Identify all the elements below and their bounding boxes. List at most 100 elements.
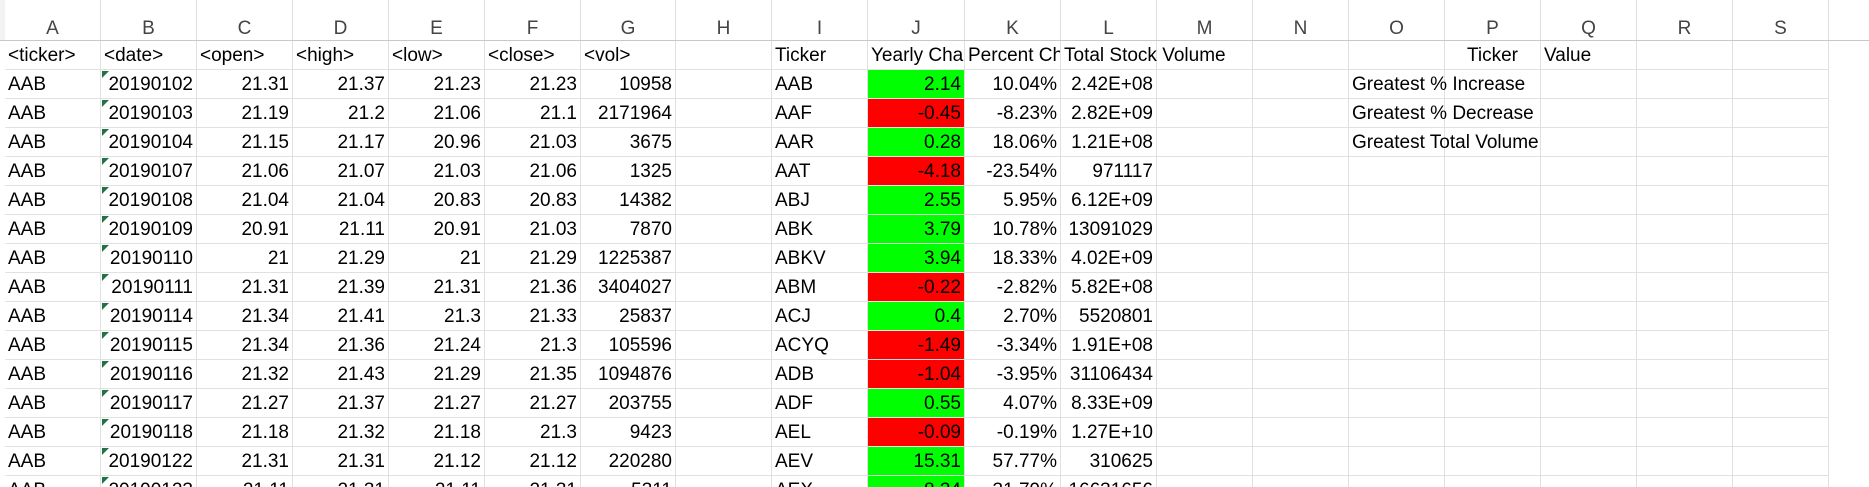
- yearly-change-cell[interactable]: 8.34: [868, 476, 965, 487]
- yearly-change-cell[interactable]: -0.22: [868, 273, 965, 302]
- yearly-change-cell[interactable]: -1.04: [868, 360, 965, 389]
- greatest-header-ticker[interactable]: Ticker: [1445, 41, 1541, 70]
- empty-cell[interactable]: [676, 476, 772, 487]
- date-cell[interactable]: 20190115: [101, 331, 197, 360]
- value-cell[interactable]: 7870: [581, 215, 676, 244]
- empty-cell[interactable]: [1733, 70, 1829, 99]
- greatest-label-cell[interactable]: Greatest % Increase: [1349, 70, 1525, 99]
- empty-cell[interactable]: [1445, 418, 1541, 447]
- empty-cell[interactable]: [1157, 360, 1253, 389]
- value-cell[interactable]: 21.31: [197, 273, 293, 302]
- empty-cell[interactable]: [1445, 244, 1541, 273]
- empty-cell[interactable]: [1445, 331, 1541, 360]
- empty-cell[interactable]: [1253, 215, 1349, 244]
- empty-cell[interactable]: [1637, 331, 1733, 360]
- empty-cell[interactable]: [1157, 128, 1253, 157]
- date-cell[interactable]: 20190107: [101, 157, 197, 186]
- value-cell[interactable]: 21.23: [389, 70, 485, 99]
- empty-cell[interactable]: [676, 99, 772, 128]
- empty-cell[interactable]: [1445, 70, 1541, 99]
- empty-cell[interactable]: [1253, 360, 1349, 389]
- ticker-cell[interactable]: AAB: [5, 128, 101, 157]
- column-header-g[interactable]: G: [581, 0, 676, 40]
- empty-cell[interactable]: [1253, 244, 1349, 273]
- date-cell[interactable]: 20190118: [101, 418, 197, 447]
- empty-cell[interactable]: [1541, 128, 1637, 157]
- value-cell[interactable]: 21.37: [293, 70, 389, 99]
- value-cell[interactable]: 2171964: [581, 99, 676, 128]
- ticker-cell[interactable]: AAB: [5, 418, 101, 447]
- ticker-cell[interactable]: AAB: [5, 302, 101, 331]
- value-cell[interactable]: 21.31: [197, 447, 293, 476]
- empty-cell[interactable]: [1349, 215, 1445, 244]
- yearly-change-cell[interactable]: 0.28: [868, 128, 965, 157]
- total-volume-cell[interactable]: 310625: [1061, 447, 1157, 476]
- empty-cell[interactable]: [1541, 157, 1637, 186]
- column-header-m[interactable]: M: [1157, 0, 1253, 40]
- value-cell[interactable]: 21.27: [485, 389, 581, 418]
- empty-cell[interactable]: [1253, 157, 1349, 186]
- value-cell[interactable]: 21.06: [197, 157, 293, 186]
- empty-cell[interactable]: [1541, 331, 1637, 360]
- value-cell[interactable]: 21.11: [197, 476, 293, 487]
- value-cell[interactable]: 21.35: [485, 360, 581, 389]
- value-cell[interactable]: 21.11: [293, 215, 389, 244]
- empty-cell[interactable]: [1157, 215, 1253, 244]
- raw-header-cell[interactable]: <ticker>: [5, 41, 101, 70]
- empty-cell[interactable]: [1733, 215, 1829, 244]
- empty-cell[interactable]: [1349, 186, 1445, 215]
- value-cell[interactable]: 21.23: [485, 70, 581, 99]
- value-cell[interactable]: 21.18: [197, 418, 293, 447]
- value-cell[interactable]: 3404027: [581, 273, 676, 302]
- summary-ticker-cell[interactable]: ADB: [772, 360, 868, 389]
- value-cell[interactable]: 21.32: [197, 360, 293, 389]
- date-cell[interactable]: 20190102: [101, 70, 197, 99]
- summary-ticker-cell[interactable]: AEX: [772, 476, 868, 487]
- ticker-cell[interactable]: AAB: [5, 70, 101, 99]
- total-volume-cell[interactable]: 5.82E+08: [1061, 273, 1157, 302]
- select-all-corner[interactable]: [0, 0, 5, 40]
- empty-cell[interactable]: [1541, 389, 1637, 418]
- column-header-p[interactable]: P: [1445, 0, 1541, 40]
- total-volume-cell[interactable]: 16631656: [1061, 476, 1157, 487]
- value-cell[interactable]: 20.96: [389, 128, 485, 157]
- yearly-change-cell[interactable]: 2.55: [868, 186, 965, 215]
- total-volume-cell[interactable]: 13091029: [1061, 215, 1157, 244]
- empty-cell[interactable]: [1637, 389, 1733, 418]
- empty-cell[interactable]: [1157, 244, 1253, 273]
- percent-change-cell[interactable]: 57.77%: [965, 447, 1061, 476]
- empty-cell[interactable]: [1445, 360, 1541, 389]
- date-cell[interactable]: 20190109: [101, 215, 197, 244]
- value-cell[interactable]: 21: [389, 244, 485, 273]
- value-cell[interactable]: 105596: [581, 331, 676, 360]
- empty-cell[interactable]: [1253, 70, 1349, 99]
- percent-change-cell[interactable]: -2.82%: [965, 273, 1061, 302]
- empty-cell[interactable]: [1253, 418, 1349, 447]
- empty-cell[interactable]: [676, 128, 772, 157]
- value-cell[interactable]: 21.03: [485, 215, 581, 244]
- value-cell[interactable]: 20.83: [485, 186, 581, 215]
- empty-cell[interactable]: [1637, 360, 1733, 389]
- summary-ticker-cell[interactable]: AEL: [772, 418, 868, 447]
- empty-cell[interactable]: [1541, 70, 1637, 99]
- empty-cell[interactable]: [1541, 244, 1637, 273]
- empty-cell[interactable]: [1445, 476, 1541, 487]
- empty-cell[interactable]: [676, 389, 772, 418]
- empty-cell[interactable]: [1637, 99, 1733, 128]
- empty-cell[interactable]: [1349, 273, 1445, 302]
- value-cell[interactable]: 21.11: [389, 476, 485, 487]
- ticker-cell[interactable]: AAB: [5, 476, 101, 487]
- greatest-label-cell[interactable]: Greatest Total Volume: [1349, 128, 1539, 157]
- summary-ticker-cell[interactable]: AAR: [772, 128, 868, 157]
- ticker-cell[interactable]: AAB: [5, 157, 101, 186]
- total-volume-cell[interactable]: 1.27E+10: [1061, 418, 1157, 447]
- percent-change-cell[interactable]: 31.79%: [965, 476, 1061, 487]
- column-header-l[interactable]: L: [1061, 0, 1157, 40]
- empty-cell[interactable]: [1733, 418, 1829, 447]
- raw-header-cell[interactable]: <date>: [101, 41, 197, 70]
- empty-cell[interactable]: [1733, 244, 1829, 273]
- summary-ticker-cell[interactable]: ABM: [772, 273, 868, 302]
- empty-cell[interactable]: [1349, 476, 1445, 487]
- empty-cell[interactable]: [1253, 41, 1349, 70]
